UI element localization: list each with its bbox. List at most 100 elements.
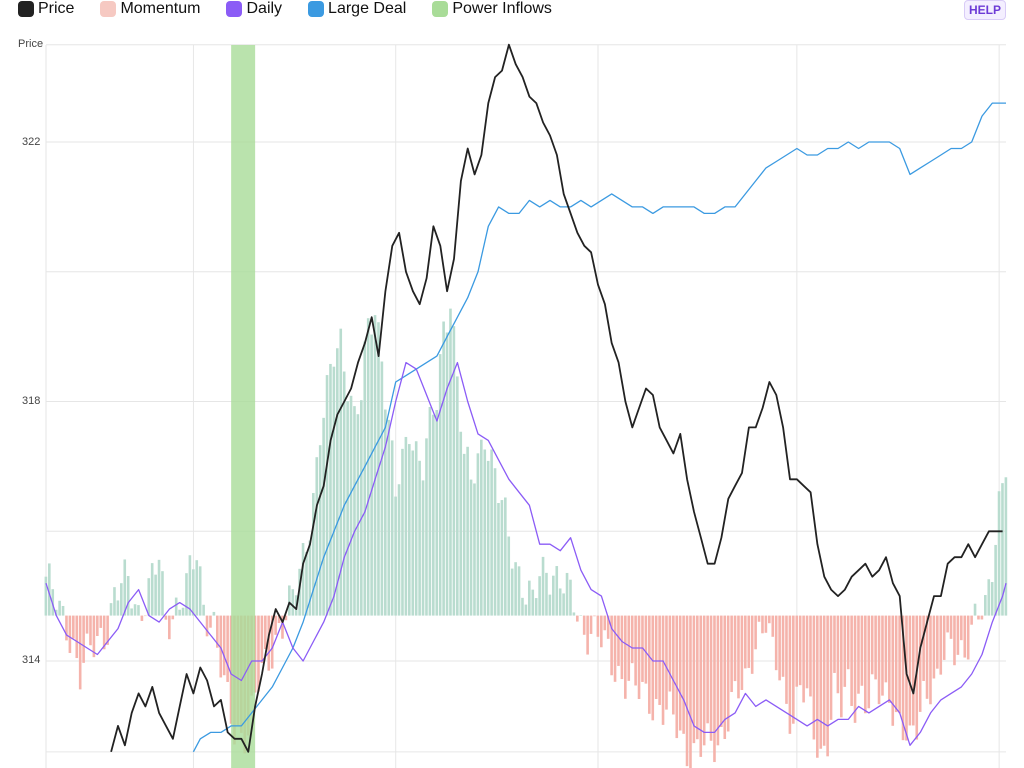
momentum-bar — [459, 431, 463, 616]
momentum-bar — [226, 615, 229, 682]
legend-item-large-deal[interactable]: Large Deal — [308, 0, 406, 18]
momentum-bar — [397, 484, 401, 616]
momentum-bar — [569, 579, 572, 616]
momentum-bar — [1001, 483, 1004, 616]
momentum-bar — [946, 615, 949, 633]
momentum-bar — [572, 612, 576, 616]
momentum-bar — [195, 560, 199, 616]
momentum-bar — [284, 615, 288, 621]
momentum-bar — [579, 615, 583, 616]
momentum-bar — [949, 615, 953, 639]
momentum-bar — [747, 615, 751, 668]
momentum-bar — [260, 615, 264, 664]
momentum-bar — [363, 341, 367, 616]
momentum-bar — [157, 559, 161, 616]
momentum-bar — [185, 573, 188, 616]
momentum-bar — [792, 615, 795, 724]
momentum-bar — [850, 615, 853, 706]
momentum-bar — [977, 615, 980, 620]
momentum-bar — [661, 615, 665, 725]
momentum-bar — [864, 615, 867, 714]
momentum-bar — [116, 600, 120, 616]
momentum-bar — [264, 615, 267, 649]
momentum-bar — [610, 615, 613, 676]
momentum-bar — [966, 615, 970, 660]
momentum-bar — [665, 615, 668, 710]
momentum-bar — [322, 417, 325, 616]
momentum-bar — [390, 440, 394, 616]
momentum-bar — [401, 448, 404, 616]
legend-item-power-inflows[interactable]: Power Inflows — [432, 0, 552, 18]
momentum-bar — [192, 569, 195, 616]
momentum-bar — [922, 615, 925, 681]
momentum-bar — [44, 576, 48, 616]
momentum-bar — [528, 580, 531, 616]
momentum-bar — [140, 615, 144, 621]
legend-item-price[interactable]: Price — [18, 0, 74, 18]
momentum-bar — [329, 363, 332, 616]
momentum-bar — [706, 615, 709, 724]
momentum-bar — [833, 615, 836, 673]
legend-item-momentum[interactable]: Momentum — [100, 0, 200, 18]
momentum-bar — [212, 611, 216, 616]
momentum-bar — [332, 366, 336, 616]
momentum-bar — [130, 608, 133, 616]
momentum-bar — [840, 615, 843, 718]
legend-label-daily: Daily — [246, 0, 283, 17]
momentum-bar — [809, 615, 812, 697]
momentum-bar — [675, 615, 679, 739]
momentum-bar — [600, 615, 603, 648]
momentum-bar — [630, 615, 634, 664]
momentum-bar — [778, 615, 781, 681]
momentum-bar — [483, 449, 487, 616]
momentum-bar — [548, 594, 552, 616]
legend-label-price: Price — [38, 0, 75, 17]
momentum-bar — [822, 615, 826, 746]
momentum-bar — [421, 480, 425, 616]
momentum-bar — [500, 500, 504, 616]
momentum-bar — [164, 615, 168, 620]
momentum-bar — [480, 439, 483, 616]
momentum-bar — [939, 615, 943, 675]
momentum-bar — [936, 615, 939, 669]
momentum-bar — [188, 555, 192, 616]
momentum-bar — [860, 615, 864, 686]
momentum-bar — [798, 615, 802, 686]
momentum-bar — [648, 615, 651, 714]
momentum-bar — [171, 615, 175, 620]
momentum-bar — [740, 615, 744, 690]
momentum-bar — [925, 615, 929, 699]
momentum-bar — [209, 615, 212, 628]
momentum-bar — [929, 615, 932, 705]
momentum-bar — [898, 615, 901, 714]
momentum-bars — [44, 308, 1008, 768]
momentum-bar — [562, 593, 565, 616]
help-button[interactable]: HELP — [964, 0, 1006, 20]
momentum-bar — [1004, 477, 1008, 616]
momentum-bar — [380, 361, 384, 616]
momentum-bar — [205, 615, 209, 637]
momentum-bar — [552, 575, 555, 616]
momentum-bar — [174, 597, 178, 616]
momentum-bar — [346, 401, 349, 616]
momentum-bar — [325, 375, 329, 616]
momentum-bar — [785, 615, 788, 704]
momentum-bar — [953, 615, 956, 666]
momentum-bar — [558, 588, 562, 616]
momentum-bar — [723, 615, 727, 739]
legend-label-power-inflows: Power Inflows — [452, 0, 552, 17]
momentum-bar — [788, 615, 792, 734]
momentum-bar — [757, 615, 761, 622]
momentum-bar — [68, 615, 72, 653]
momentum-bar — [905, 615, 908, 741]
momentum-bar — [682, 615, 685, 734]
momentum-bar — [696, 615, 699, 740]
momentum-bar — [356, 414, 360, 616]
momentum-bar — [754, 615, 757, 650]
momentum-bar — [987, 579, 991, 616]
momentum-bar — [990, 582, 994, 616]
legend-item-daily[interactable]: Daily — [226, 0, 282, 18]
chart-legend: Price Momentum Daily Large Deal Power In… — [18, 0, 578, 18]
momentum-bar — [867, 615, 871, 709]
momentum-bar — [318, 445, 322, 616]
